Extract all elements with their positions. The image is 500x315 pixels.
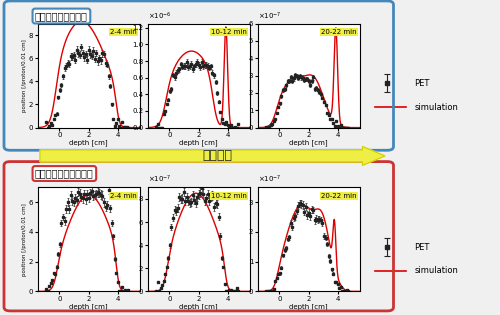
Text: 20-22 min: 20-22 min — [322, 192, 357, 199]
Text: 時間経過: 時間経過 — [202, 149, 232, 163]
X-axis label: depth [cm]: depth [cm] — [70, 303, 108, 310]
Text: $\times 10^{-7}$: $\times 10^{-7}$ — [258, 10, 281, 21]
Text: simulation: simulation — [414, 103, 459, 112]
Text: simulation: simulation — [414, 266, 459, 275]
Text: $\times 10^{-6}$: $\times 10^{-6}$ — [38, 174, 62, 185]
Text: $\times 10^{-7}$: $\times 10^{-7}$ — [148, 174, 171, 185]
Text: PET: PET — [414, 243, 430, 252]
X-axis label: depth [cm]: depth [cm] — [70, 139, 108, 146]
Text: 本手法の核反応断面積: 本手法の核反応断面積 — [35, 169, 94, 179]
X-axis label: depth [cm]: depth [cm] — [180, 303, 218, 310]
X-axis label: depth [cm]: depth [cm] — [290, 303, 328, 310]
Text: $\times 10^{-6}$: $\times 10^{-6}$ — [148, 10, 172, 21]
Y-axis label: positron [/proton/0.01 cm]: positron [/proton/0.01 cm] — [22, 203, 28, 276]
X-axis label: depth [cm]: depth [cm] — [180, 139, 218, 146]
Text: PET: PET — [414, 79, 430, 88]
Text: 10-12 min: 10-12 min — [211, 192, 247, 199]
Y-axis label: positron [/proton/0.01 cm]: positron [/proton/0.01 cm] — [22, 39, 28, 112]
Text: $\times 10^{-6}$: $\times 10^{-6}$ — [38, 10, 62, 21]
Text: 20-22 min: 20-22 min — [322, 29, 357, 35]
X-axis label: depth [cm]: depth [cm] — [290, 139, 328, 146]
Text: 最新の原子核コード: 最新の原子核コード — [35, 11, 88, 21]
Text: 2-4 min: 2-4 min — [110, 29, 137, 35]
Text: $\times 10^{-7}$: $\times 10^{-7}$ — [258, 174, 281, 185]
Text: 2-4 min: 2-4 min — [110, 192, 137, 199]
Text: 10-12 min: 10-12 min — [211, 29, 247, 35]
